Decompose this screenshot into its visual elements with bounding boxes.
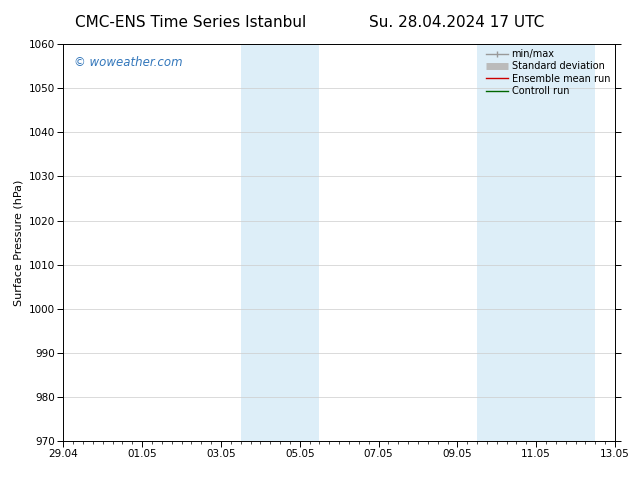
Y-axis label: Surface Pressure (hPa): Surface Pressure (hPa): [13, 179, 23, 306]
Text: CMC-ENS Time Series Istanbul: CMC-ENS Time Series Istanbul: [75, 15, 306, 29]
Legend: min/max, Standard deviation, Ensemble mean run, Controll run: min/max, Standard deviation, Ensemble me…: [484, 47, 612, 98]
Bar: [477, 44, 595, 441]
Text: Su. 28.04.2024 17 UTC: Su. 28.04.2024 17 UTC: [369, 15, 544, 29]
Text: © woweather.com: © woweather.com: [74, 56, 183, 69]
Bar: [241, 44, 320, 441]
